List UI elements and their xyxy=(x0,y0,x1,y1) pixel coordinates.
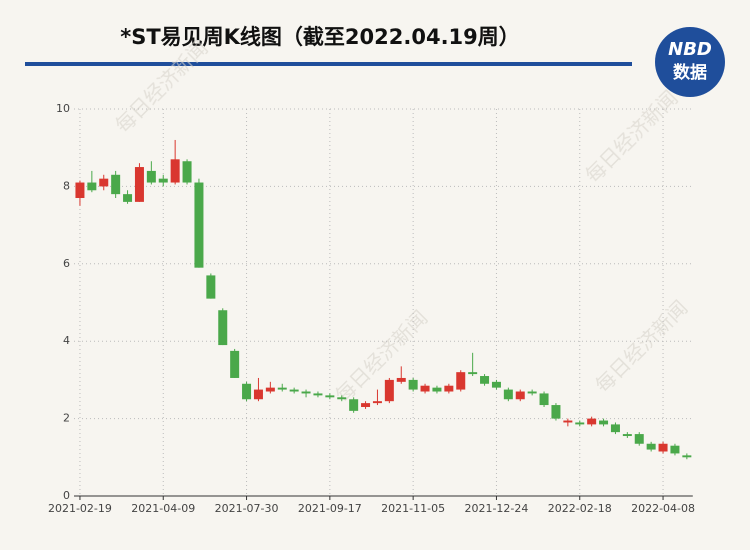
logo-top: NBD xyxy=(668,39,712,60)
candle-body xyxy=(646,443,656,450)
candle-body xyxy=(372,401,382,404)
candle-body xyxy=(206,275,216,299)
candle-body xyxy=(337,397,347,400)
candle-body xyxy=(194,182,204,268)
candle-body xyxy=(230,350,240,378)
candle-body xyxy=(468,372,478,375)
candle-body xyxy=(480,376,490,384)
candle-body xyxy=(456,372,466,390)
logo xyxy=(655,27,725,97)
candle-body xyxy=(527,391,537,394)
candle-body xyxy=(384,379,394,402)
candle-body xyxy=(599,420,609,425)
candle-body xyxy=(396,377,406,382)
candle-body xyxy=(349,399,359,411)
candle-body xyxy=(146,170,156,183)
x-tick-label: 2021-07-30 xyxy=(215,502,279,515)
candle-body xyxy=(408,379,418,390)
candle-body xyxy=(313,393,323,396)
x-tick-label: 2021-02-19 xyxy=(48,502,112,515)
candle-body xyxy=(123,194,133,202)
y-tick-label: 8 xyxy=(63,179,70,192)
candle-body xyxy=(491,381,501,388)
candle-body xyxy=(432,387,442,392)
title-rule xyxy=(25,62,632,66)
candle-body xyxy=(539,393,549,406)
candle-body xyxy=(503,389,513,400)
y-tick-label: 10 xyxy=(56,102,70,115)
candle-body xyxy=(242,383,252,400)
x-tick-label: 2021-12-24 xyxy=(464,502,528,515)
candle-body xyxy=(682,455,692,458)
x-tick-label: 2021-04-09 xyxy=(131,502,195,515)
candle-body xyxy=(575,422,585,425)
y-tick-label: 6 xyxy=(63,257,70,270)
candle-body xyxy=(170,159,180,183)
x-tick-label: 2022-02-18 xyxy=(548,502,612,515)
candle-body xyxy=(658,443,668,452)
chart-title: *ST易见周K线图（截至2022.04.19周） xyxy=(120,25,520,49)
watermark: 每日经济新闻 xyxy=(110,36,212,138)
candle-body xyxy=(75,182,85,199)
x-tick-label: 2022-04-08 xyxy=(631,502,695,515)
watermark: 每日经济新闻 xyxy=(330,306,432,408)
candle-body xyxy=(99,178,109,187)
candle-body xyxy=(622,434,632,437)
candle-body xyxy=(325,395,335,398)
x-tick-label: 2021-11-05 xyxy=(381,502,445,515)
candle-body xyxy=(361,403,371,407)
candle-body xyxy=(87,182,97,191)
candle-body xyxy=(420,385,430,392)
y-tick-label: 4 xyxy=(63,334,70,347)
logo-bottom: 数据 xyxy=(673,62,707,83)
x-tick-label: 2021-09-17 xyxy=(298,502,362,515)
y-tick-label: 0 xyxy=(63,489,70,502)
y-tick-label: 2 xyxy=(63,412,70,425)
candle-body xyxy=(111,174,121,195)
candle-body xyxy=(182,161,192,183)
candle-body xyxy=(158,178,168,183)
candle-body xyxy=(587,418,597,425)
candle-body xyxy=(634,434,644,444)
candle-body xyxy=(277,387,287,390)
candle-body xyxy=(253,389,263,400)
candle-body xyxy=(289,389,299,392)
candle-body xyxy=(444,385,454,392)
candle-body xyxy=(670,445,680,454)
candle-body xyxy=(218,310,228,346)
candle-body xyxy=(563,420,573,423)
candle-body xyxy=(301,391,311,394)
candle-body xyxy=(515,391,525,400)
candle-body xyxy=(551,405,561,419)
candle-body xyxy=(610,424,620,433)
candle-body xyxy=(265,387,275,392)
watermark: 每日经济新闻 xyxy=(590,296,692,398)
candle-body xyxy=(134,167,144,202)
watermark: 每日经济新闻 xyxy=(580,86,682,188)
